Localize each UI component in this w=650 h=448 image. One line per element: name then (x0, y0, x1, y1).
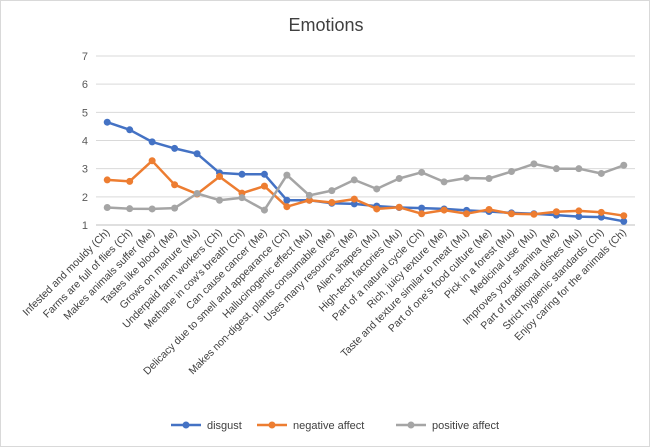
data-point (440, 206, 448, 214)
series-positive-affect (103, 160, 628, 214)
legend-item: positive affect (396, 420, 499, 432)
data-point (328, 198, 336, 206)
y-tick-label: 3 (82, 164, 88, 176)
data-point (395, 203, 403, 211)
data-point (440, 178, 448, 186)
data-point (350, 176, 358, 184)
y-tick-label: 5 (82, 107, 88, 119)
data-point (216, 173, 224, 181)
data-point (620, 161, 628, 169)
data-point (148, 138, 156, 146)
y-tick-label: 7 (82, 51, 88, 63)
series-line (106, 121, 625, 223)
data-point (193, 189, 201, 197)
data-point (126, 177, 134, 185)
data-point (507, 167, 515, 175)
data-point (485, 206, 493, 214)
data-point (103, 118, 111, 126)
data-point (126, 126, 134, 134)
data-point (552, 208, 560, 216)
data-point (418, 210, 426, 218)
data-point (507, 210, 515, 218)
data-point (597, 208, 605, 216)
data-point (171, 181, 179, 189)
series-line (107, 162, 625, 212)
data-point (171, 144, 179, 152)
legend-label: positive affect (432, 420, 499, 432)
legend-swatch-marker (407, 421, 415, 429)
data-point (552, 165, 560, 173)
legend-swatch-marker (268, 421, 276, 429)
data-point (418, 168, 426, 176)
legend-swatch-marker (182, 421, 190, 429)
y-axis: 1 2 3 4 5 6 7 (82, 51, 88, 232)
series-negative-affect (103, 157, 628, 220)
data-point (148, 205, 156, 213)
data-point (575, 213, 583, 221)
data-point (373, 185, 381, 193)
data-point (283, 203, 291, 211)
data-point (597, 169, 605, 177)
legend-item: negative affect (257, 420, 364, 432)
y-tick-label: 2 (82, 192, 88, 204)
plot-series (103, 118, 628, 225)
data-point (575, 207, 583, 215)
data-point (103, 176, 111, 184)
data-point (283, 196, 291, 204)
legend-label: negative affect (293, 420, 364, 432)
y-tick-label: 4 (82, 136, 88, 148)
data-point (193, 150, 201, 158)
legend-item: disgust (171, 420, 242, 432)
data-point (103, 204, 111, 212)
data-point (530, 210, 538, 218)
data-point (418, 204, 426, 212)
data-point (260, 206, 268, 214)
legend-label: disgust (207, 420, 242, 432)
data-point (260, 182, 268, 190)
data-point (171, 204, 179, 212)
data-point (283, 171, 291, 179)
data-point (485, 175, 493, 183)
legend: disgust negative affect positive affect (171, 420, 499, 432)
data-point (305, 191, 313, 199)
x-tick-label: Infested and mouldy (Ch) (20, 227, 112, 319)
series-line (107, 159, 624, 217)
y-tick-label: 6 (82, 79, 88, 91)
data-point (620, 217, 628, 225)
gridlines (96, 55, 635, 226)
data-point (216, 196, 224, 204)
x-axis: Infested and mouldy (Ch)Farms are full o… (20, 227, 628, 378)
data-point (620, 212, 628, 220)
data-point (575, 165, 583, 173)
data-point (463, 210, 471, 218)
data-point (238, 194, 246, 202)
data-point (238, 170, 246, 178)
chart-title: Emotions (288, 15, 363, 35)
data-point (305, 196, 313, 204)
data-point (260, 170, 268, 178)
data-point (350, 200, 358, 208)
data-point (395, 175, 403, 183)
data-point (373, 205, 381, 213)
data-point (597, 213, 605, 221)
data-point (530, 160, 538, 168)
data-point (463, 174, 471, 182)
data-point (350, 195, 358, 203)
y-tick-label: 1 (82, 220, 88, 232)
data-point (328, 187, 336, 195)
data-point (126, 205, 134, 213)
series-disgust (103, 118, 628, 225)
data-point (148, 157, 156, 165)
